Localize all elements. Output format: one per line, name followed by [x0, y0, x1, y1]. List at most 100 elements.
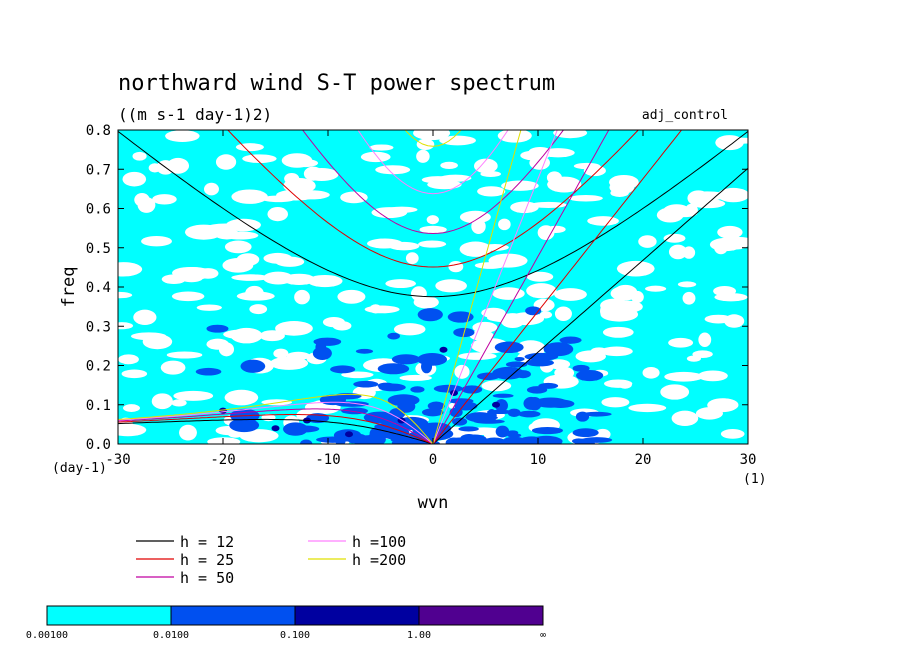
x-tick-label: -20: [210, 452, 235, 468]
dispersion-curves: [118, 130, 748, 444]
contour-level-2: [449, 407, 463, 418]
colorbar-label: 0.00100: [26, 630, 68, 641]
contour-gap: [413, 295, 439, 309]
contour-gap: [215, 154, 237, 170]
y-tick-label: 0.7: [86, 162, 111, 178]
rossby-curve: [118, 393, 434, 444]
contour-level-2: [417, 308, 443, 322]
contour-gap: [267, 207, 288, 222]
contour-gap: [179, 424, 197, 441]
contour-gap: [231, 189, 268, 204]
gravity-curve: [404, 130, 462, 147]
contour-gap: [292, 190, 330, 200]
contour-level-3: [492, 401, 500, 408]
colorbar: 0.00100 0.0100 0.100 1.00 ∞: [26, 605, 546, 641]
contour-level-2: [461, 385, 483, 394]
contour-gap: [440, 161, 458, 170]
contour-gap: [500, 313, 525, 329]
gravity-curve: [302, 130, 565, 235]
contour-level-2: [575, 370, 604, 382]
contour-level-2: [387, 332, 401, 340]
colorbar-swatch: [46, 605, 172, 626]
contour-level-2: [335, 436, 346, 444]
contour-gap: [118, 291, 133, 299]
contour-gap: [448, 261, 464, 273]
contour-gap: [601, 397, 630, 408]
contour-gap: [698, 332, 712, 347]
contour-gap: [715, 135, 744, 151]
contour-gap: [282, 273, 316, 285]
y-tick-label: 0.8: [86, 123, 111, 139]
x-tick-label: 0: [429, 452, 437, 468]
contour-gap: [481, 380, 512, 392]
contour-gap: [472, 321, 498, 333]
contour-gap: [488, 253, 528, 268]
contour-gap: [413, 130, 451, 141]
colorbar-label: 0.100: [280, 630, 310, 641]
contour-gap: [369, 144, 394, 151]
contour-gap: [688, 191, 726, 201]
contour-level-2: [524, 352, 559, 361]
contour-gap: [171, 266, 210, 279]
contour-level-2: [575, 411, 590, 422]
contour-gap: [419, 225, 447, 234]
contour-gap: [477, 186, 506, 197]
contour-gap: [307, 274, 343, 288]
contour-gap: [118, 354, 139, 365]
x-unit-label: (1): [743, 472, 766, 487]
contour-gap: [224, 240, 252, 254]
contour-gap: [695, 407, 723, 420]
contour-level-2: [531, 426, 563, 435]
contour-gap: [546, 225, 566, 234]
colorbar-swatch: [170, 605, 296, 626]
contour-gap: [498, 218, 511, 231]
rossby-curve: [118, 414, 434, 444]
y-tick-label: 0.1: [86, 398, 111, 414]
legend-label: h =100: [352, 533, 406, 551]
y-tick-label: 0.2: [86, 359, 111, 375]
contour-level-2: [330, 365, 356, 374]
x-tick-label: 10: [530, 452, 547, 468]
contour-gap: [568, 194, 603, 202]
contour-level-2: [452, 417, 468, 426]
contour-gap: [259, 330, 285, 342]
contour-level-2: [290, 425, 320, 433]
contour-gap: [609, 174, 639, 190]
contour-level-2: [397, 400, 416, 413]
contour-gap: [697, 370, 728, 382]
contour-level-2: [427, 401, 445, 411]
contour-gap: [235, 143, 264, 152]
contour-gap: [236, 253, 260, 266]
contour-level-2: [495, 425, 510, 438]
chart-subtitle: ((m s-1 day-1)2): [118, 105, 272, 124]
contour-gap: [284, 173, 300, 185]
rossby-curve: [118, 408, 434, 444]
contour-level-2: [458, 426, 479, 432]
contour-gap: [459, 241, 492, 257]
contour-gap: [166, 351, 203, 359]
contour-gap: [118, 322, 134, 330]
contour-gap: [122, 171, 147, 187]
contour-level-2: [517, 436, 546, 444]
contour-gap: [520, 150, 550, 161]
contour-level-2: [312, 346, 332, 360]
contour-gap: [717, 225, 743, 239]
legend-label: h =200: [352, 551, 406, 569]
contour-gap: [724, 314, 745, 328]
contour-gap: [204, 182, 219, 196]
contour-level-2: [543, 342, 574, 357]
contour-level-2: [410, 386, 425, 393]
contour-gap: [242, 154, 277, 164]
kelvin-curve: [432, 130, 522, 444]
contour-level-2: [465, 412, 494, 423]
power-contour-field: [118, 130, 748, 444]
contour-gap: [393, 323, 426, 336]
legend-label: h = 50: [180, 569, 234, 587]
contour-level-2: [353, 380, 379, 388]
colorbar-swatch: [294, 605, 420, 626]
contour-gap: [459, 210, 491, 224]
contour-gap: [546, 171, 562, 184]
contour-gap: [222, 231, 259, 240]
contour-gap: [723, 238, 748, 250]
contour-gap: [554, 306, 572, 322]
